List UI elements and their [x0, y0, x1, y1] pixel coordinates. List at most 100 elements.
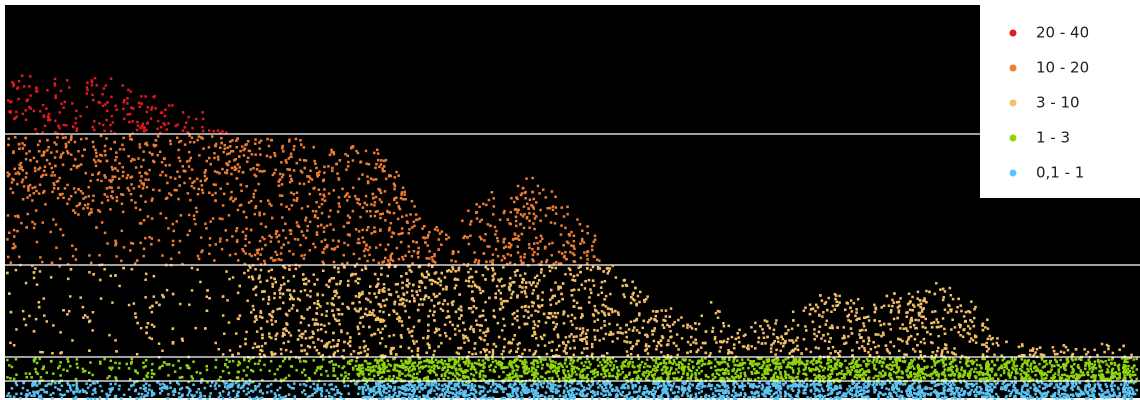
- point: [126, 97, 129, 100]
- point: [332, 239, 335, 242]
- point: [820, 337, 823, 340]
- point: [39, 351, 42, 354]
- point: [331, 151, 334, 154]
- point: [545, 214, 548, 217]
- point: [700, 346, 703, 349]
- point: [919, 350, 922, 353]
- point: [880, 335, 883, 338]
- point: [34, 186, 37, 189]
- point: [872, 341, 875, 344]
- point: [371, 312, 374, 315]
- point: [83, 148, 86, 151]
- point: [471, 298, 474, 301]
- point: [437, 229, 440, 232]
- point: [191, 289, 194, 292]
- point: [69, 295, 72, 298]
- point: [280, 353, 283, 356]
- point: [283, 283, 286, 286]
- point: [494, 360, 497, 363]
- point: [521, 192, 524, 195]
- point: [867, 351, 870, 354]
- point: [602, 304, 605, 307]
- point: [876, 351, 879, 354]
- point: [555, 302, 558, 305]
- point: [822, 311, 825, 314]
- point: [135, 316, 138, 319]
- point: [526, 203, 529, 206]
- point: [439, 284, 442, 287]
- point: [324, 200, 327, 203]
- point: [893, 318, 896, 321]
- point: [222, 370, 225, 373]
- point: [128, 189, 131, 192]
- point: [373, 152, 376, 155]
- point: [912, 304, 915, 307]
- point: [36, 90, 39, 93]
- point: [695, 328, 698, 331]
- point: [161, 350, 164, 353]
- point: [121, 144, 124, 147]
- point: [784, 333, 787, 336]
- point: [678, 364, 681, 367]
- point: [498, 289, 501, 292]
- point: [218, 348, 221, 351]
- point: [612, 333, 615, 336]
- point: [635, 343, 638, 346]
- point: [68, 86, 71, 89]
- point: [280, 252, 283, 255]
- point: [1053, 350, 1056, 353]
- point: [891, 299, 894, 302]
- point: [173, 230, 176, 233]
- point: [60, 103, 63, 106]
- point: [320, 224, 323, 227]
- point: [43, 297, 46, 300]
- point: [122, 84, 125, 87]
- point: [375, 178, 378, 181]
- point: [923, 297, 926, 300]
- point: [944, 368, 947, 371]
- point: [82, 317, 85, 320]
- point: [115, 242, 118, 245]
- point: [25, 109, 28, 112]
- point: [828, 341, 831, 344]
- point: [62, 197, 65, 200]
- point: [413, 300, 416, 303]
- point: [255, 294, 257, 297]
- point: [316, 349, 319, 352]
- point: [537, 344, 540, 347]
- point: [166, 182, 169, 185]
- point: [263, 260, 266, 263]
- point: [458, 353, 461, 356]
- point: [52, 372, 55, 375]
- point: [283, 342, 286, 345]
- point: [214, 184, 217, 187]
- point: [985, 342, 988, 345]
- point: [690, 350, 693, 353]
- point: [359, 216, 362, 219]
- point: [331, 303, 334, 306]
- point: [409, 213, 412, 216]
- point: [317, 300, 320, 303]
- point: [954, 326, 957, 329]
- point: [967, 365, 970, 368]
- point: [296, 192, 299, 195]
- point: [520, 291, 523, 294]
- point: [12, 85, 15, 88]
- point: [826, 320, 829, 323]
- point: [855, 311, 858, 314]
- point: [293, 290, 296, 293]
- point: [1059, 359, 1062, 362]
- point: [1063, 351, 1066, 354]
- point: [686, 352, 689, 355]
- point: [512, 338, 515, 341]
- point: [935, 354, 938, 357]
- point: [1107, 345, 1110, 348]
- point: [404, 198, 407, 201]
- point: [960, 304, 963, 307]
- point: [264, 342, 267, 345]
- point: [784, 358, 787, 361]
- point: [34, 223, 37, 226]
- point: [295, 200, 298, 203]
- point: [9, 342, 12, 345]
- point: [309, 295, 312, 298]
